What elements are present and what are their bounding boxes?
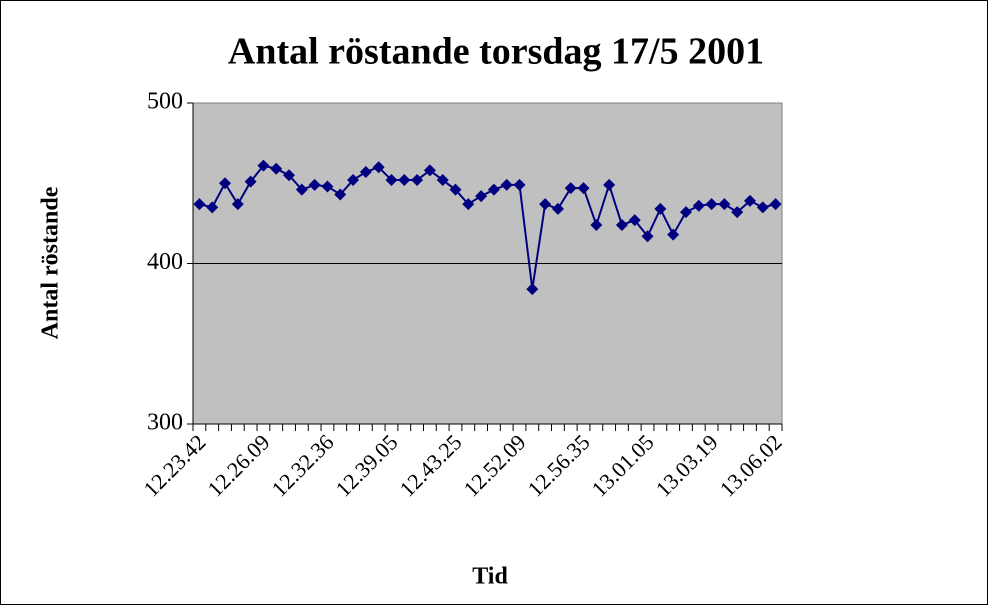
point-marker — [487, 183, 500, 196]
chart-title: Antal röstande torsdag 17/5 2001 — [228, 31, 764, 73]
point-marker — [615, 218, 628, 231]
point-marker — [500, 178, 513, 191]
point-marker — [513, 178, 526, 191]
point-marker — [667, 228, 680, 241]
point-marker — [731, 206, 744, 219]
point-marker — [526, 283, 539, 296]
y-tick-label: 500 — [147, 89, 183, 115]
point-marker — [385, 174, 398, 187]
point-marker — [206, 201, 219, 214]
y-tick-label: 400 — [147, 249, 183, 275]
point-marker — [334, 188, 347, 201]
point-marker — [743, 194, 756, 207]
point-marker — [436, 174, 449, 187]
point-marker — [359, 166, 372, 179]
point-marker — [705, 198, 718, 211]
point-marker — [539, 198, 552, 211]
point-marker — [756, 201, 769, 214]
point-marker — [449, 183, 462, 196]
point-marker — [347, 174, 360, 187]
point-marker — [270, 162, 283, 175]
point-marker — [462, 198, 475, 211]
y-tick-label: 300 — [147, 410, 183, 436]
y-axis-title: Antal röstande — [38, 186, 64, 339]
point-marker — [603, 178, 616, 191]
x-axis-title: Tid — [472, 564, 508, 590]
point-marker — [769, 198, 782, 211]
point-marker — [654, 202, 667, 215]
point-marker — [628, 214, 641, 227]
point-marker — [244, 175, 257, 188]
point-marker — [257, 159, 270, 172]
point-marker — [551, 202, 564, 215]
point-marker — [718, 198, 731, 211]
point-marker — [641, 230, 654, 243]
point-marker — [411, 174, 424, 187]
point-marker — [231, 198, 244, 211]
point-marker — [679, 206, 692, 219]
point-marker — [283, 169, 296, 182]
point-marker — [564, 182, 577, 195]
point-marker — [372, 161, 385, 174]
point-marker — [219, 177, 232, 190]
point-marker — [577, 182, 590, 195]
point-marker — [193, 198, 206, 211]
series-line — [199, 164, 776, 290]
point-marker — [321, 180, 334, 193]
point-marker — [692, 199, 705, 212]
point-marker — [308, 178, 321, 191]
point-marker — [398, 174, 411, 187]
point-marker — [295, 183, 308, 196]
point-marker — [423, 164, 436, 177]
point-marker — [590, 218, 603, 231]
point-marker — [475, 190, 488, 203]
